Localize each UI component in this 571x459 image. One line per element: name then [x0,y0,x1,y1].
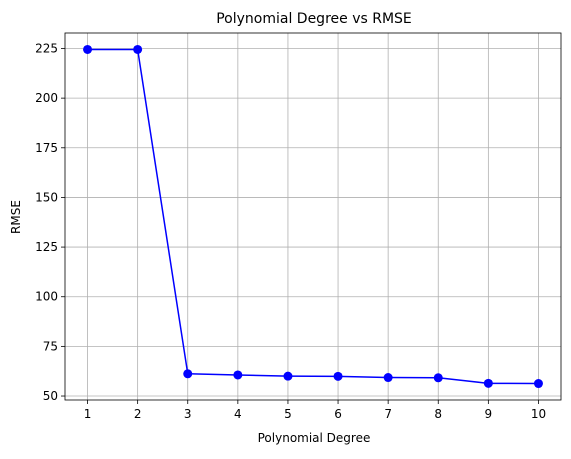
data-points [83,44,543,389]
series-line [87,48,539,385]
x-axis-label: Polynomial Degree [258,431,371,445]
data-point [83,44,93,54]
x-tick-label: 6 [334,407,342,421]
y-tick-label: 225 [35,41,58,55]
y-tick-label: 75 [43,339,58,353]
y-tick-label: 175 [35,141,58,155]
x-tick-label: 8 [434,407,442,421]
axes [61,32,562,404]
x-tick-label: 1 [84,407,92,421]
y-tick-label: 100 [35,290,58,304]
data-point [283,371,293,381]
plot-frame [64,32,562,401]
y-tick-label: 200 [35,91,58,105]
y-tick-label: 125 [35,240,58,254]
series-layer [87,48,539,385]
data-point [133,44,143,54]
tick-labels: 1 2 3 4 5 6 7 8 9 10 50 75 100 125 150 175 200 225 [35,41,546,421]
x-tick-label: 10 [531,407,546,421]
x-tick-label: 7 [384,407,392,421]
data-point [483,378,493,388]
x-tick-label: 3 [184,407,192,421]
y-axis-label: RMSE [9,200,23,234]
chart-title: Polynomial Degree vs RMSE [216,11,412,27]
x-tick-label: 5 [284,407,292,421]
x-tick-label: 4 [234,407,242,421]
y-tick-label: 50 [43,389,58,403]
x-tick-label: 9 [485,407,493,421]
data-point [233,370,243,380]
grid-lines [65,33,561,400]
y-tick-label: 150 [35,190,58,204]
data-point [433,373,443,383]
data-point [383,373,393,383]
data-point [333,371,343,381]
data-point [183,369,193,379]
data-point [533,379,543,389]
x-tick-label: 2 [134,407,142,421]
